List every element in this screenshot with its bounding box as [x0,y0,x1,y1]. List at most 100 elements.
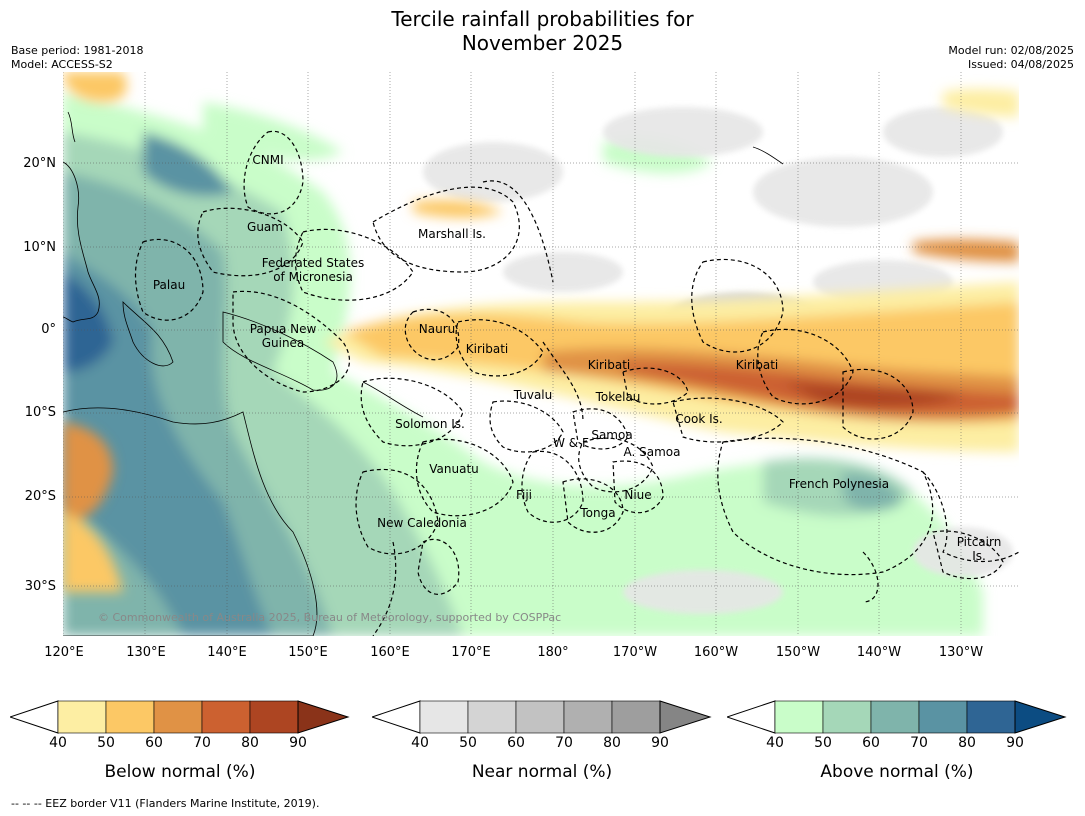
colorbar-tick: 90 [651,735,669,751]
colorbar-tick: 40 [411,735,429,751]
base-period: Base period: 1981-2018 [11,44,144,57]
longitude-label: 130°W [938,645,984,660]
colorbar-title-above: Above normal (%) [820,762,974,782]
colorbar-segment [419,700,469,734]
place-label: French Polynesia [788,477,890,491]
place-label: Vanuatu [429,462,479,476]
place-label: Pitcairn Is. [956,535,1002,563]
place-label: Federated States of Micronesia [261,256,365,284]
colorbar-tick: 50 [97,735,115,751]
colorbar-below-normal [10,700,350,734]
place-label: W & F [553,436,589,450]
latitude-label: 10°N [23,240,56,255]
longitude-label: 130°E [126,645,166,660]
rainfall-probability-map: © Commonwealth of Australia 2025, Bureau… [63,72,1019,636]
colorbar-segment [966,700,1016,734]
title-line-2: November 2025 [461,31,624,55]
colorbar-tick: 40 [49,735,67,751]
colorbar-segment [822,700,872,734]
colorbar-segment [249,700,299,734]
colorbar-upper-arrow [659,700,712,734]
colorbar-near-normal [372,700,712,734]
colorbar-upper-arrow [1014,700,1067,734]
place-label: Tuvalu [513,388,553,402]
map-canvas: © Commonwealth of Australia 2025, Bureau… [63,72,1019,636]
below-normal-shading [63,72,1019,592]
meta-right: Model run: 02/08/2025 Issued: 04/08/2025 [948,44,1074,72]
longitude-label: 140°W [856,645,902,660]
copyright-text: © Commonwealth of Australia 2025, Bureau… [98,611,561,624]
colorbar-title-near: Near normal (%) [471,762,613,782]
meta-left: Base period: 1981-2018 Model: ACCESS-S2 [11,44,143,72]
longitude-label: 160°E [370,645,410,660]
colorbar-tick: 40 [766,735,784,751]
latitude-label: 30°S [24,579,56,594]
map-title: Tercile rainfall probabilities for Novem… [0,7,1085,55]
colorbar-segment [611,700,661,734]
eez-footnote: -- -- -- EEZ border V11 (Flanders Marine… [11,797,320,810]
issued-date: Issued: 04/08/2025 [967,58,1074,71]
longitude-label: 150°E [288,645,328,660]
colorbar-tick: 70 [193,735,211,751]
colorbar-segment [515,700,565,734]
latitude-label: 10°S [24,405,56,420]
colorbar-tick: 60 [507,735,525,751]
place-label: Kiribati [587,358,631,372]
place-label: Palau [152,278,186,292]
coastlines [63,111,784,636]
colorbar-upper-arrow [297,700,350,734]
model-name: Model: ACCESS-S2 [11,58,113,71]
graticule [63,72,1019,636]
colorbar-segment [201,700,251,734]
colorbar-above-normal [727,700,1067,734]
longitude-label: 170°W [612,645,658,660]
colorbar-tick: 90 [289,735,307,751]
colorbar-tick: 50 [814,735,832,751]
colorbar-lower-arrow [10,700,59,734]
place-label: Guam [247,220,283,234]
place-label: Fiji [515,488,533,502]
place-label: New Caledonia [377,516,467,530]
place-label: Kiribati [465,342,509,356]
eez-borders [134,130,1019,636]
longitude-label: 150°W [775,645,821,660]
place-label: Nauru [418,322,456,336]
title-line-1: Tercile rainfall probabilities for [391,7,694,31]
colorbar-tick: 60 [145,735,163,751]
colorbar-segment [918,700,968,734]
place-label: A. Samoa [623,445,681,459]
longitude-label: 170°E [451,645,491,660]
place-label: Tokelau [595,390,641,404]
above-normal-shading [63,92,983,636]
place-label: Solomon Is. [395,417,465,431]
colorbar-tick: 60 [862,735,880,751]
colorbar-tick: 70 [555,735,573,751]
colorbar-tick: 80 [603,735,621,751]
colorbar-segment [563,700,613,734]
place-label: Samoa [591,428,633,442]
colorbar-title-below: Below normal (%) [104,762,256,782]
colorbar-segment [870,700,920,734]
place-label: Tonga [580,506,616,520]
latitude-label: 20°N [23,156,56,171]
colorbar-lower-arrow [727,700,776,734]
longitude-label: 120°E [44,645,84,660]
colorbar-tick: 90 [1006,735,1024,751]
place-label: Niue [624,488,652,502]
place-label: Kiribati [735,358,779,372]
latitude-label: 0° [41,322,56,337]
colorbar-tick: 70 [910,735,928,751]
longitude-label: 160°W [693,645,739,660]
longitude-label: 140°E [207,645,247,660]
colorbar-tick: 80 [241,735,259,751]
place-label: Cook Is. [675,412,723,426]
colorbar-tick: 80 [958,735,976,751]
colorbar-segment [467,700,517,734]
latitude-label: 20°S [24,489,56,504]
colorbar-lower-arrow [372,700,421,734]
colorbar-tick: 50 [459,735,477,751]
place-label: Marshall Is. [418,227,486,241]
colorbar-segment [153,700,203,734]
colorbar-segment [774,700,824,734]
place-label: Papua New Guinea [249,322,317,350]
